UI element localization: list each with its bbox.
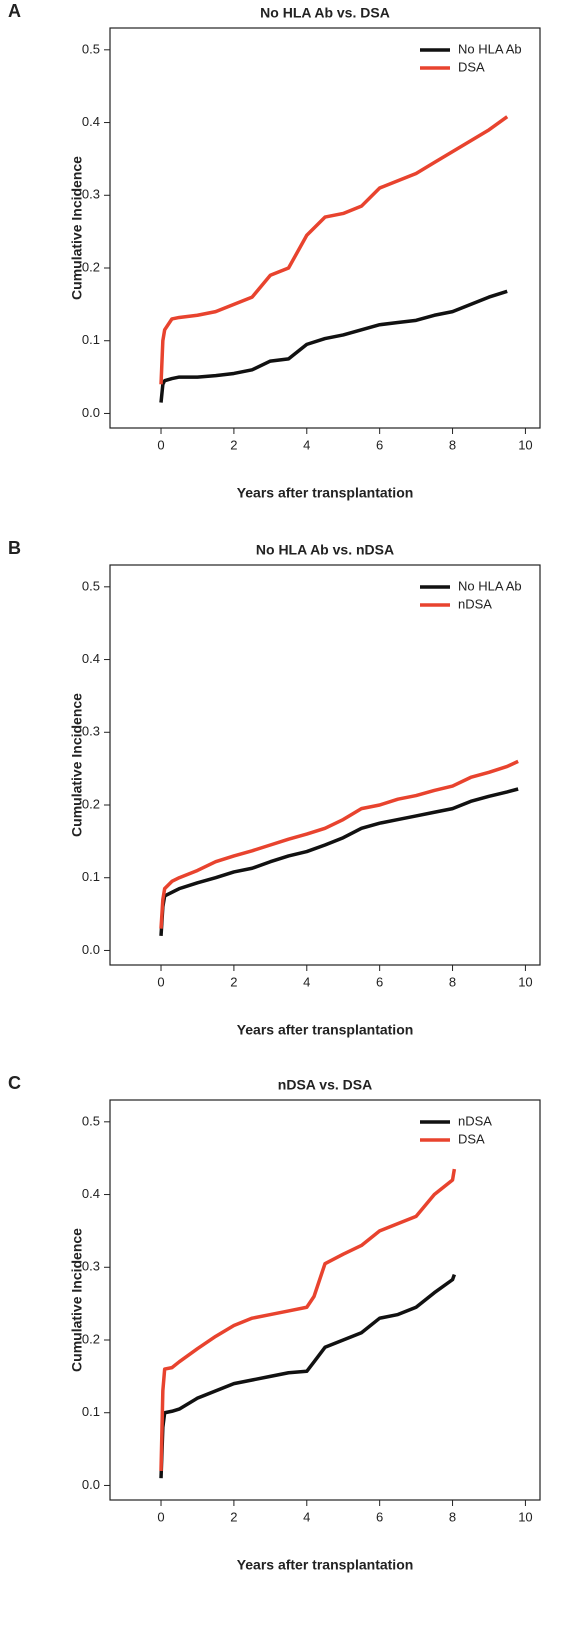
y-tick-label: 0.2 xyxy=(82,259,100,274)
legend-label: No HLA Ab xyxy=(458,41,522,56)
x-tick-label: 10 xyxy=(518,1509,532,1524)
y-tick-label: 0.3 xyxy=(82,1259,100,1274)
legend-label: nDSA xyxy=(458,1113,492,1128)
panel-label: B xyxy=(8,538,21,558)
y-axis-title: Cumulative Incidence xyxy=(69,156,85,300)
plot-frame xyxy=(109,1099,541,1501)
x-tick-label: 10 xyxy=(518,974,532,989)
x-tick-label: 4 xyxy=(303,974,310,989)
x-tick-label: 8 xyxy=(449,974,456,989)
legend-label: nDSA xyxy=(458,596,492,611)
x-tick-label: 0 xyxy=(157,974,164,989)
x-tick-label: 2 xyxy=(230,437,237,452)
x-axis-title: Years after transplantation xyxy=(237,1557,414,1573)
y-tick-label: 0.5 xyxy=(82,578,100,593)
x-tick-label: 4 xyxy=(303,1509,310,1524)
legend-label: DSA xyxy=(458,1131,485,1146)
x-tick-label: 8 xyxy=(449,1509,456,1524)
y-tick-label: 0.3 xyxy=(82,187,100,202)
y-tick-label: 0.3 xyxy=(82,724,100,739)
x-tick-label: 8 xyxy=(449,437,456,452)
legend-label: DSA xyxy=(458,59,485,74)
series-line xyxy=(159,1273,457,1479)
plot-frame xyxy=(109,27,541,429)
y-tick-label: 0.4 xyxy=(82,651,100,666)
series-line xyxy=(159,787,519,937)
y-tick-label: 0.0 xyxy=(82,942,100,957)
x-tick-label: 0 xyxy=(157,437,164,452)
x-tick-label: 2 xyxy=(230,974,237,989)
x-tick-label: 4 xyxy=(303,437,310,452)
series-line xyxy=(159,759,519,929)
y-tick-label: 0.4 xyxy=(82,114,100,129)
series-line xyxy=(159,1168,457,1471)
y-axis-title: Cumulative Incidence xyxy=(69,693,85,837)
x-tick-label: 2 xyxy=(230,1509,237,1524)
x-tick-label: 6 xyxy=(376,974,383,989)
series-line xyxy=(159,115,509,385)
panel-label: A xyxy=(8,1,21,21)
chart-title: No HLA Ab vs. nDSA xyxy=(256,542,394,558)
chart-title: No HLA Ab vs. DSA xyxy=(260,5,390,21)
y-tick-label: 0.2 xyxy=(82,1331,100,1346)
x-axis-title: Years after transplantation xyxy=(237,485,414,501)
x-tick-label: 10 xyxy=(518,437,532,452)
x-tick-label: 0 xyxy=(157,1509,164,1524)
y-tick-label: 0.1 xyxy=(82,869,100,884)
y-tick-label: 0.4 xyxy=(82,1186,100,1201)
series-line xyxy=(159,289,508,403)
x-tick-label: 6 xyxy=(376,437,383,452)
y-tick-label: 0.1 xyxy=(82,1404,100,1419)
y-tick-label: 0.5 xyxy=(82,41,100,56)
plot-frame xyxy=(109,564,541,966)
legend-label: No HLA Ab xyxy=(458,578,522,593)
y-tick-label: 0.5 xyxy=(82,1113,100,1128)
panel-label: C xyxy=(8,1073,21,1093)
y-tick-label: 0.2 xyxy=(82,796,100,811)
y-tick-label: 0.0 xyxy=(82,405,100,420)
y-axis-title: Cumulative Incidence xyxy=(69,1228,85,1372)
x-axis-title: Years after transplantation xyxy=(237,1022,414,1038)
chart-title: nDSA vs. DSA xyxy=(278,1077,372,1093)
x-tick-label: 6 xyxy=(376,1509,383,1524)
y-tick-label: 0.1 xyxy=(82,332,100,347)
y-tick-label: 0.0 xyxy=(82,1477,100,1492)
